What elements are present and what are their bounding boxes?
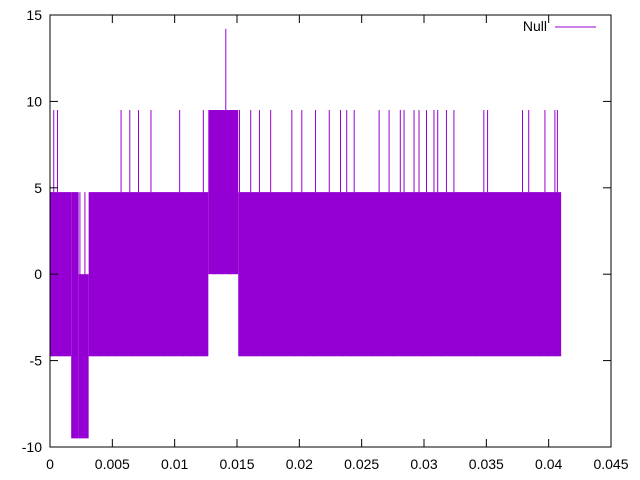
series-null-band-2: [71, 192, 79, 439]
plot-frame: [49, 14, 612, 448]
series-null-band-1: [50, 192, 72, 357]
y-tick-label: 15: [26, 7, 42, 23]
y-tick-label: -10: [22, 439, 42, 455]
x-tick-label: 0: [46, 456, 54, 472]
y-tick-label: 0: [34, 266, 42, 282]
x-tick-label: 0.015: [219, 456, 254, 472]
x-tick-label: 0.035: [469, 456, 504, 472]
series-null-band-6: [238, 192, 562, 357]
x-tick-label: 0.045: [593, 456, 628, 472]
y-tick-label: 10: [26, 93, 42, 109]
x-tick-label: 0.04: [535, 456, 562, 472]
x-tick-label: 0.025: [344, 456, 379, 472]
y-tick-label: -5: [30, 353, 43, 369]
y-tick-label: 5: [34, 180, 42, 196]
legend: Null: [523, 18, 596, 34]
legend-label: Null: [523, 18, 547, 34]
series-null-band-3: [78, 274, 89, 439]
x-tick-label: 0.005: [95, 456, 130, 472]
x-tick-label: 0.02: [286, 456, 313, 472]
x-tick-label: 0.01: [161, 456, 188, 472]
plot-area: [50, 28, 562, 439]
x-tick-label: 0.03: [410, 456, 437, 472]
